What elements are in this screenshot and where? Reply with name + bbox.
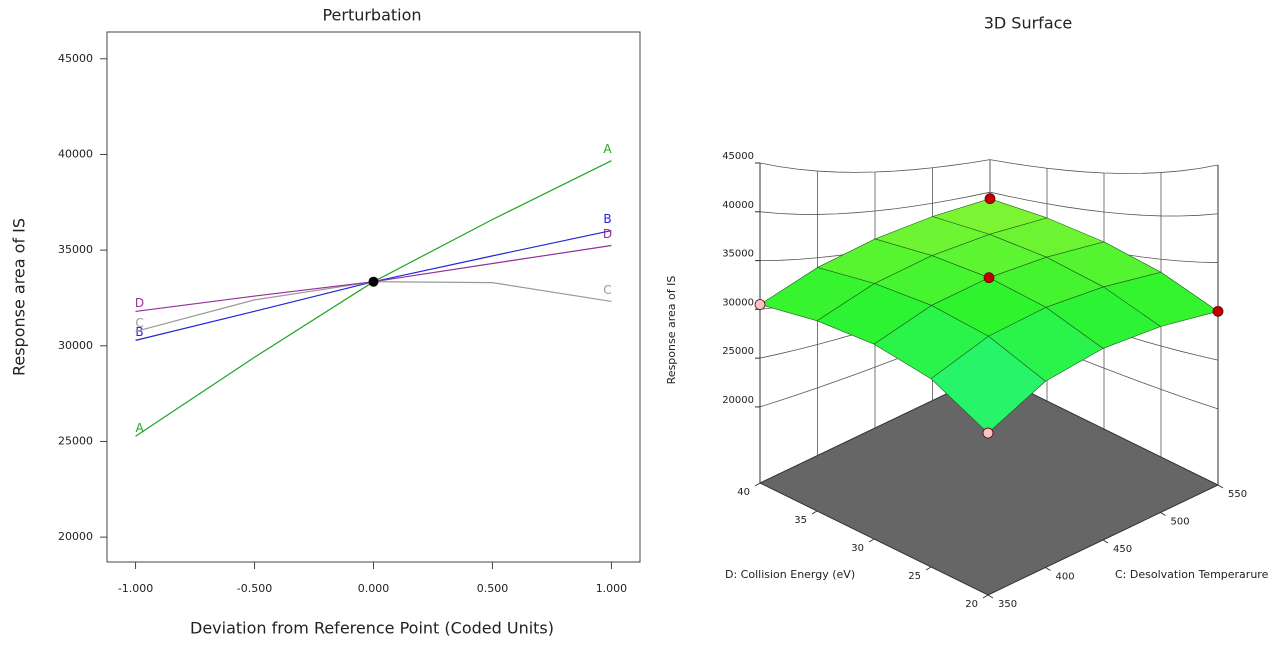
series-end-label: D <box>603 227 612 241</box>
y-tick-label: 40000 <box>58 147 93 160</box>
z-tick-label: 40000 <box>722 200 754 211</box>
design-point <box>1212 305 1224 317</box>
x-tick-label: 0.500 <box>477 582 509 595</box>
x-tick <box>1217 484 1224 489</box>
chart-title: 3D Surface <box>984 14 1073 33</box>
y-tick-label: 35000 <box>58 243 93 256</box>
z-tick-label: 45000 <box>722 151 754 162</box>
design-point <box>983 272 995 284</box>
grid-line <box>759 159 991 173</box>
design-point <box>982 427 994 439</box>
z-tick-label: 30000 <box>722 297 754 308</box>
x-axis-title: Deviation from Reference Point (Coded Un… <box>190 619 554 638</box>
y-axis-title: Response area of IS <box>10 218 29 376</box>
x-tick <box>1102 539 1109 544</box>
x-axis-title: C: Desolvation Temperarure <box>1115 568 1269 581</box>
reference-point <box>368 276 379 287</box>
series-end-label: B <box>135 325 143 339</box>
x-tick-label: 0.000 <box>358 582 390 595</box>
design-point <box>754 299 766 310</box>
y-tick-label: 45000 <box>58 52 93 65</box>
series-line <box>135 281 612 333</box>
z-tick-label: 25000 <box>722 346 754 357</box>
series-end-label: B <box>603 212 611 226</box>
grid-line <box>989 159 1219 174</box>
series-end-label: A <box>603 142 612 156</box>
y-axis-title: D: Collision Energy (eV) <box>725 568 855 581</box>
y-tick <box>982 594 989 599</box>
y-tick-label: 20 <box>965 599 978 610</box>
y-tick-label: 20000 <box>58 530 93 543</box>
z-axis-title: Response area of IS <box>665 276 678 385</box>
x-tick-label: 350 <box>998 599 1017 610</box>
design-point <box>984 193 996 205</box>
x-tick <box>987 594 994 599</box>
y-tick-label: 30 <box>851 543 864 554</box>
x-tick-label: 450 <box>1113 544 1132 555</box>
y-tick <box>754 482 761 487</box>
x-tick-label: 1.000 <box>596 582 628 595</box>
x-tick <box>1045 567 1051 571</box>
y-tick-label: 40 <box>737 487 750 498</box>
z-tick-label: 35000 <box>722 249 754 260</box>
x-tick-label: -1.000 <box>118 582 153 595</box>
x-tick <box>1160 512 1166 516</box>
series-end-label: C <box>603 283 611 297</box>
series-end-label: C <box>135 316 143 330</box>
chart-title: Perturbation <box>322 6 421 25</box>
x-tick-label: 400 <box>1056 572 1075 583</box>
x-tick-label: -0.500 <box>237 582 272 595</box>
y-tick <box>811 510 818 515</box>
y-tick-label: 25000 <box>58 434 93 447</box>
y-tick-label: 25 <box>908 571 921 582</box>
z-tick-label: 20000 <box>722 395 754 406</box>
y-tick-label: 30000 <box>58 339 93 352</box>
y-tick <box>868 538 875 543</box>
plot-frame <box>106 31 641 563</box>
series-end-label: A <box>135 421 144 435</box>
series-end-label: D <box>135 296 144 310</box>
y-tick-label: 35 <box>794 515 807 526</box>
series-line <box>135 160 612 437</box>
surface-patch <box>930 335 1046 434</box>
x-tick-label: 500 <box>1171 517 1190 528</box>
y-tick <box>925 566 932 571</box>
x-tick-label: 550 <box>1228 489 1247 500</box>
